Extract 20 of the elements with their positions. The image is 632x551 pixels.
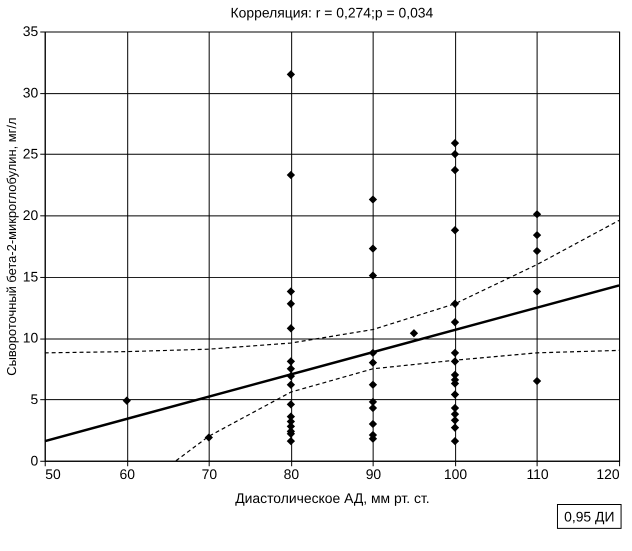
x-tick-label: 120 [596,466,620,482]
y-tick-label: 25 [22,146,39,162]
y-tick-label: 10 [22,330,39,346]
x-tick-label: 50 [45,466,61,482]
y-tick-label: 0 [30,452,39,468]
x-tick-label: 80 [284,466,300,482]
x-tick-label: 100 [444,466,468,482]
x-tick-label: 110 [526,466,549,482]
x-tick-label: 90 [366,466,382,482]
y-tick-label: 30 [22,84,39,100]
x-axis-title: Диастолическое АД, мм рт. ст. [235,490,430,506]
y-tick-label: 5 [30,390,39,407]
y-tick-label: 20 [22,206,39,223]
y-axis-title: Сывороточный бета-2-микроглобулин, мг/л [4,118,19,376]
chart-title: Корреляция: r = 0,274;p = 0,034 [230,4,434,21]
text: 0,95 ДИ [564,508,614,524]
y-tick-label: 35 [22,22,39,39]
y-tick-label: 15 [22,268,39,284]
x-tick-label: 70 [202,466,218,482]
x-tick-label: 60 [120,466,136,482]
